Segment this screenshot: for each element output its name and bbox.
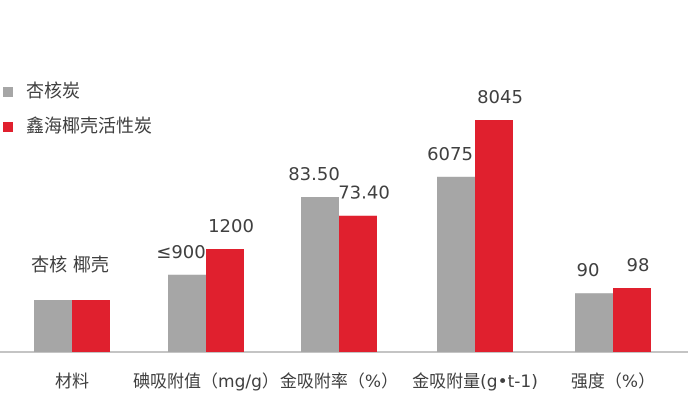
bar-placeholder [72, 300, 110, 352]
value-label: 98 [627, 255, 650, 276]
x-tick-label: 材料 [55, 372, 89, 392]
bar [168, 274, 206, 352]
legend-swatch [3, 122, 13, 132]
value-label: 8045 [477, 87, 523, 108]
bar [301, 197, 339, 352]
x-tick-label: 碘吸附值（mg/g） [133, 372, 279, 392]
bar [575, 293, 613, 352]
bar [437, 176, 475, 352]
bar [475, 120, 513, 352]
value-label: 73.40 [338, 183, 390, 204]
value-label: ≤900 [156, 242, 205, 263]
legend-label: 鑫海椰壳活性炭 [26, 116, 152, 137]
x-tick-label: 金吸附率（%） [280, 372, 398, 392]
legend-label: 杏核炭 [26, 81, 80, 102]
bar [206, 249, 244, 352]
annotation: 杏核 椰壳 [31, 255, 109, 276]
value-label: 90 [577, 260, 600, 281]
x-tick-label: 金吸附量(g•t-1) [412, 372, 538, 392]
x-tick-label: 强度（%） [571, 372, 655, 392]
legend-swatch [3, 87, 13, 97]
value-label: 1200 [208, 216, 254, 237]
value-label: 83.50 [288, 164, 340, 185]
bar [339, 215, 377, 352]
bar [613, 288, 651, 352]
bar-placeholder [34, 300, 72, 352]
value-label: 6075 [427, 144, 473, 165]
